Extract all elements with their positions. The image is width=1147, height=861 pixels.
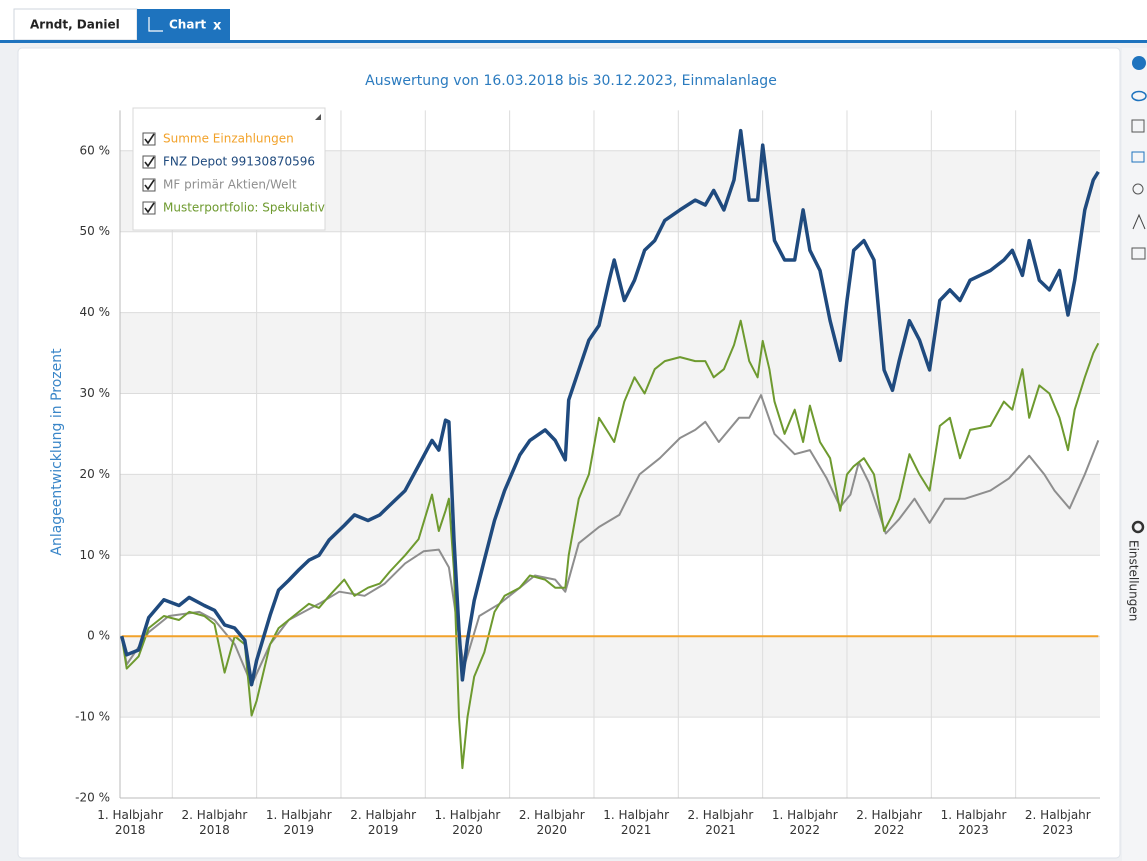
y-tick-label: 40 % bbox=[80, 305, 111, 319]
x-tick-label: 1. Halbjahr 2019 bbox=[259, 808, 339, 838]
series-line bbox=[120, 319, 1100, 770]
x-tick-text: 2. Halbjahr 2020 bbox=[518, 808, 585, 837]
x-tick-text: 1. Halbjahr 2018 bbox=[97, 808, 164, 837]
settings-icon[interactable] bbox=[1131, 520, 1145, 534]
series-line bbox=[120, 128, 1100, 687]
legend-grip bbox=[315, 114, 321, 120]
y-axis-label: Anlageentwicklung in Prozent bbox=[49, 348, 65, 556]
sidebar-icon[interactable] bbox=[1132, 183, 1144, 195]
x-tick-label: 1. Halbjahr 2018 bbox=[90, 808, 170, 838]
plot-band bbox=[120, 636, 1100, 718]
tab-underline bbox=[0, 40, 1147, 43]
legend-label: Summe Einzahlungen bbox=[163, 132, 294, 146]
sidebar-icon[interactable] bbox=[1131, 247, 1146, 260]
tab[interactable] bbox=[13, 8, 138, 41]
sidebar-icon[interactable] bbox=[1131, 119, 1145, 133]
sidebar-icon[interactable] bbox=[1132, 56, 1146, 70]
x-tick-text: 2. Halbjahr 2023 bbox=[1024, 808, 1091, 837]
y-tick-label: -10 % bbox=[75, 710, 110, 724]
x-tick-label: 1. Halbjahr 2023 bbox=[933, 808, 1013, 838]
tab-label: Arndt, Daniel bbox=[30, 18, 120, 32]
y-tick-label: 50 % bbox=[80, 224, 111, 238]
x-tick-label: 2. Halbjahr 2023 bbox=[1018, 808, 1098, 838]
legend-check bbox=[144, 202, 155, 214]
legend-label: Musterportfolio: Spekulativ bbox=[163, 201, 325, 215]
x-tick-text: 1. Halbjahr 2019 bbox=[265, 808, 332, 837]
x-tick-text: 1. Halbjahr 2022 bbox=[771, 808, 838, 837]
plot-band bbox=[120, 474, 1100, 556]
chart-title: Auswertung von 16.03.2018 bis 30.12.2023… bbox=[365, 73, 777, 89]
x-tick-label: 2. Halbjahr 2018 bbox=[174, 808, 254, 838]
sidebar-icon[interactable] bbox=[1132, 213, 1146, 230]
x-tick-text: 1. Halbjahr 2023 bbox=[940, 808, 1007, 837]
x-tick-label: 1. Halbjahr 2020 bbox=[427, 808, 507, 838]
x-tick-label: 1. Halbjahr 2022 bbox=[765, 808, 845, 838]
x-tick-text: 1. Halbjahr 2021 bbox=[603, 808, 670, 837]
plot-band bbox=[120, 312, 1100, 394]
legend-check bbox=[144, 133, 155, 145]
chart-icon bbox=[148, 17, 163, 32]
x-tick-text: 2. Halbjahr 2021 bbox=[687, 808, 754, 837]
tab-active[interactable] bbox=[137, 9, 230, 40]
y-tick-label: 60 % bbox=[80, 143, 111, 157]
sidebar-icon[interactable] bbox=[1131, 90, 1147, 102]
y-tick-label: -20 % bbox=[75, 791, 110, 805]
sidebar-icon[interactable] bbox=[1131, 151, 1145, 163]
legend-check bbox=[144, 179, 155, 191]
y-tick-label: 0 % bbox=[87, 629, 110, 643]
x-tick-label: 2. Halbjahr 2019 bbox=[343, 808, 423, 838]
x-tick-label: 2. Halbjahr 2022 bbox=[849, 808, 929, 838]
x-tick-text: 2. Halbjahr 2019 bbox=[350, 808, 417, 837]
x-tick-text: 1. Halbjahr 2020 bbox=[434, 808, 501, 837]
x-tick-label: 1. Halbjahr 2021 bbox=[596, 808, 676, 838]
legend-label: MF primär Aktien/Welt bbox=[163, 178, 297, 192]
legend-label: FNZ Depot 99130870596 bbox=[163, 155, 315, 169]
y-tick-label: 20 % bbox=[80, 467, 111, 481]
sidebar-label[interactable]: Einstellungen bbox=[1127, 540, 1141, 621]
x-tick-label: 2. Halbjahr 2021 bbox=[680, 808, 760, 838]
legend bbox=[132, 107, 326, 231]
x-tick-text: 2. Halbjahr 2018 bbox=[181, 808, 248, 837]
y-tick-label: 30 % bbox=[80, 386, 111, 400]
y-tick-label: 10 % bbox=[80, 548, 111, 562]
x-tick-text: 2. Halbjahr 2022 bbox=[856, 808, 923, 837]
tab-close[interactable]: x bbox=[213, 19, 222, 34]
legend-check bbox=[144, 156, 155, 168]
sidebar bbox=[1122, 48, 1147, 861]
x-tick-label: 2. Halbjahr 2020 bbox=[512, 808, 592, 838]
tab-label: Chart bbox=[169, 18, 206, 32]
